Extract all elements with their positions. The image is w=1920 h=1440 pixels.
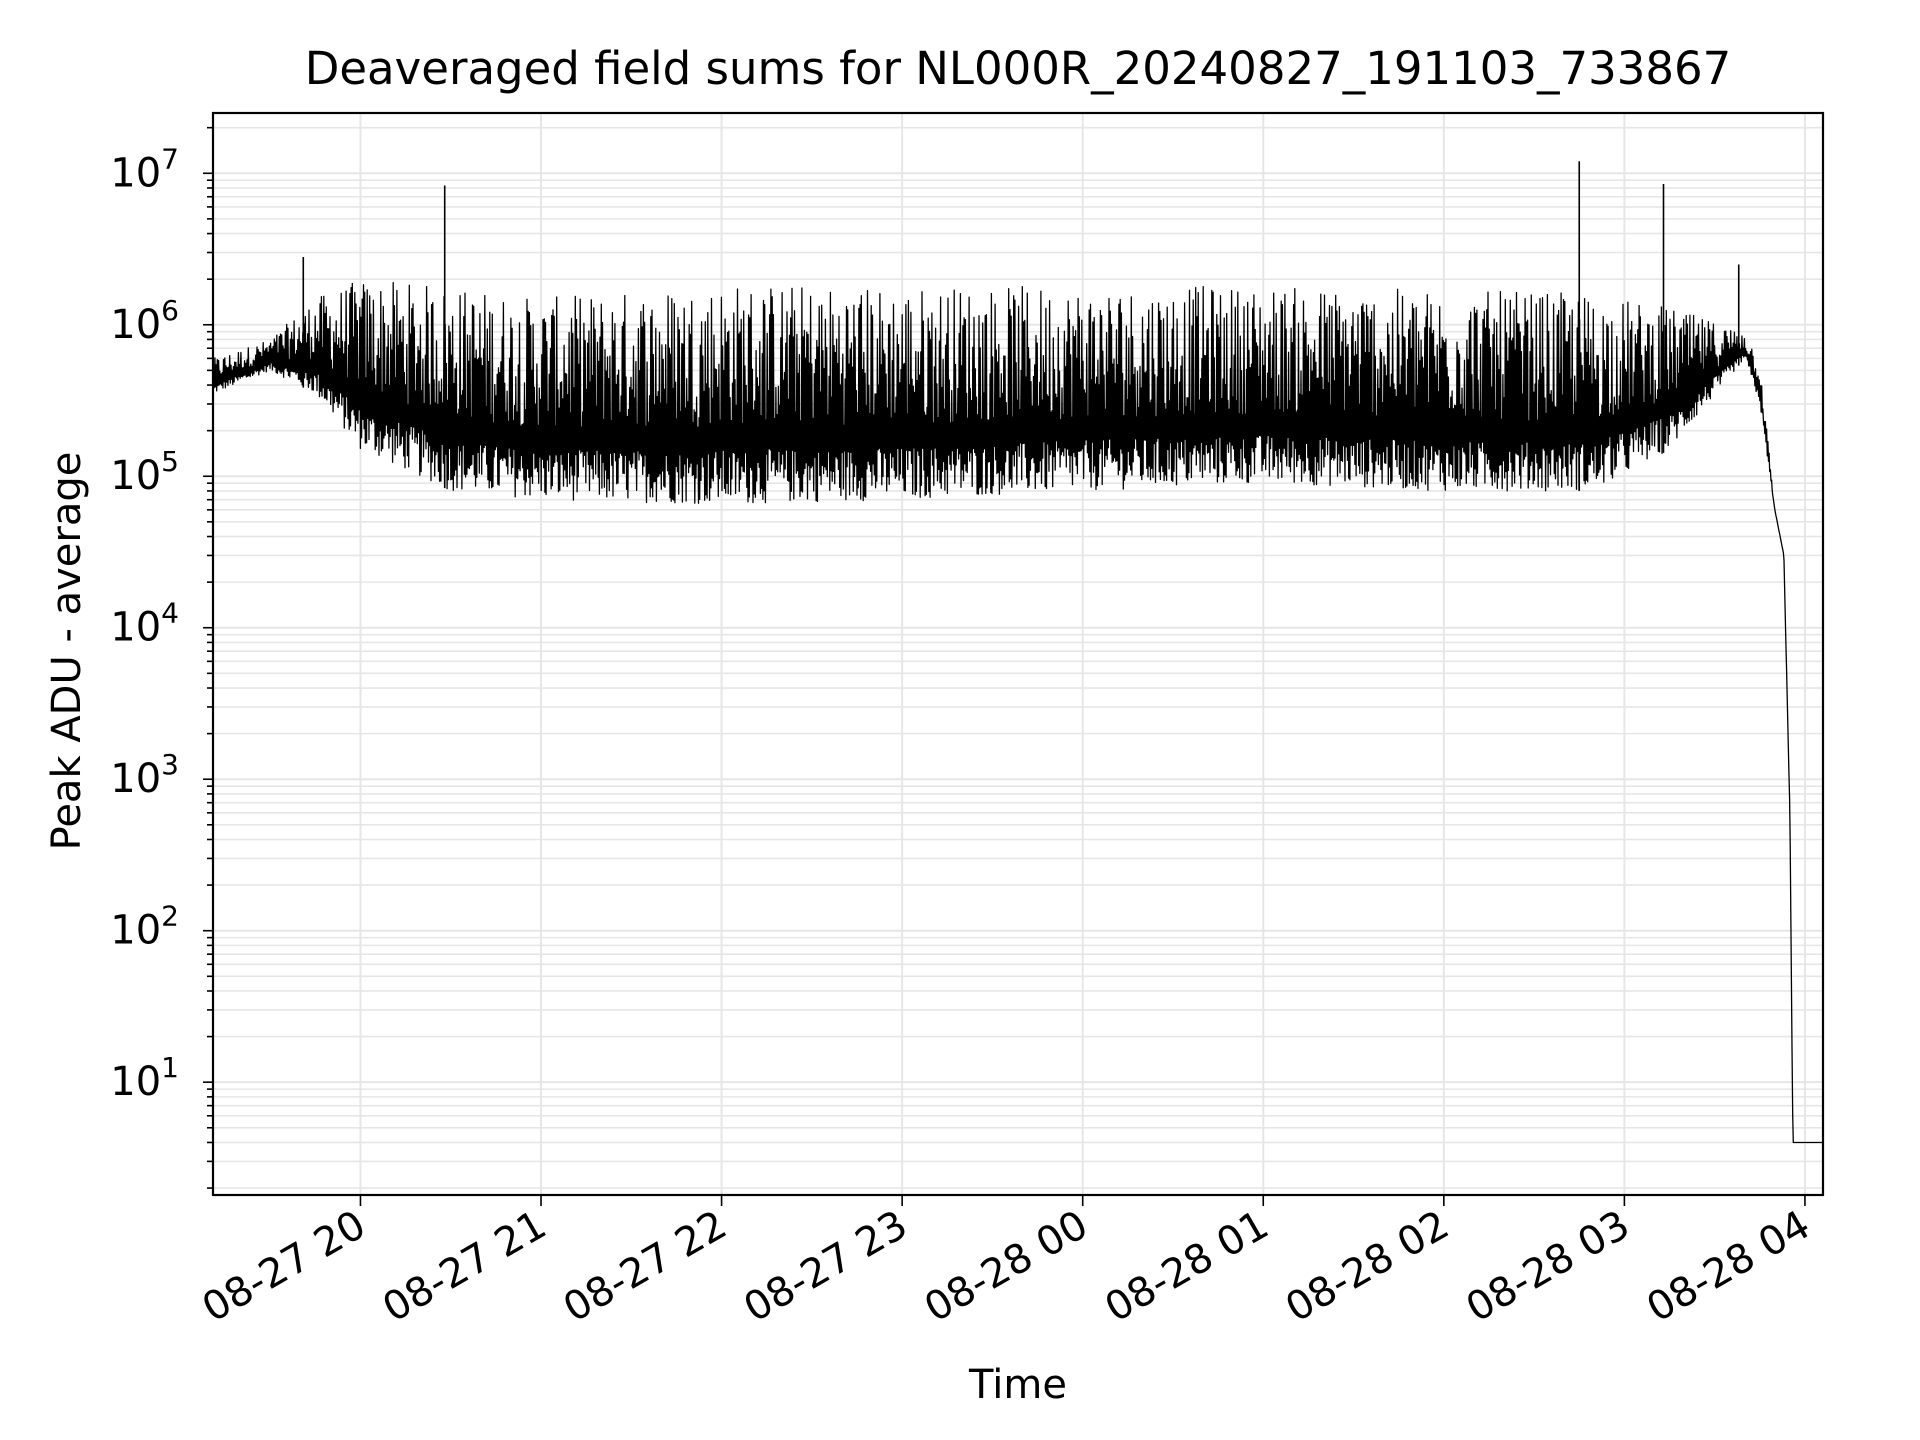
y-tick-label: 106 <box>110 294 179 348</box>
y-tick-label: 103 <box>110 748 179 802</box>
plot-area <box>212 161 1824 1144</box>
data-line <box>212 282 1824 1144</box>
chart-title: Deaveraged field sums for NL000R_2024082… <box>305 42 1732 95</box>
y-tick-label: 105 <box>110 445 179 499</box>
plot-frame <box>211 111 1825 1197</box>
y-axis-label: Peak ADU - average <box>44 452 90 851</box>
x-axis-label: Time <box>968 1362 1067 1408</box>
y-tick-label: 107 <box>110 142 179 196</box>
grid <box>213 113 1823 1195</box>
y-tick-label: 102 <box>110 900 179 954</box>
y-tick-label: 104 <box>110 597 179 651</box>
y-tick-label: 101 <box>110 1051 179 1105</box>
